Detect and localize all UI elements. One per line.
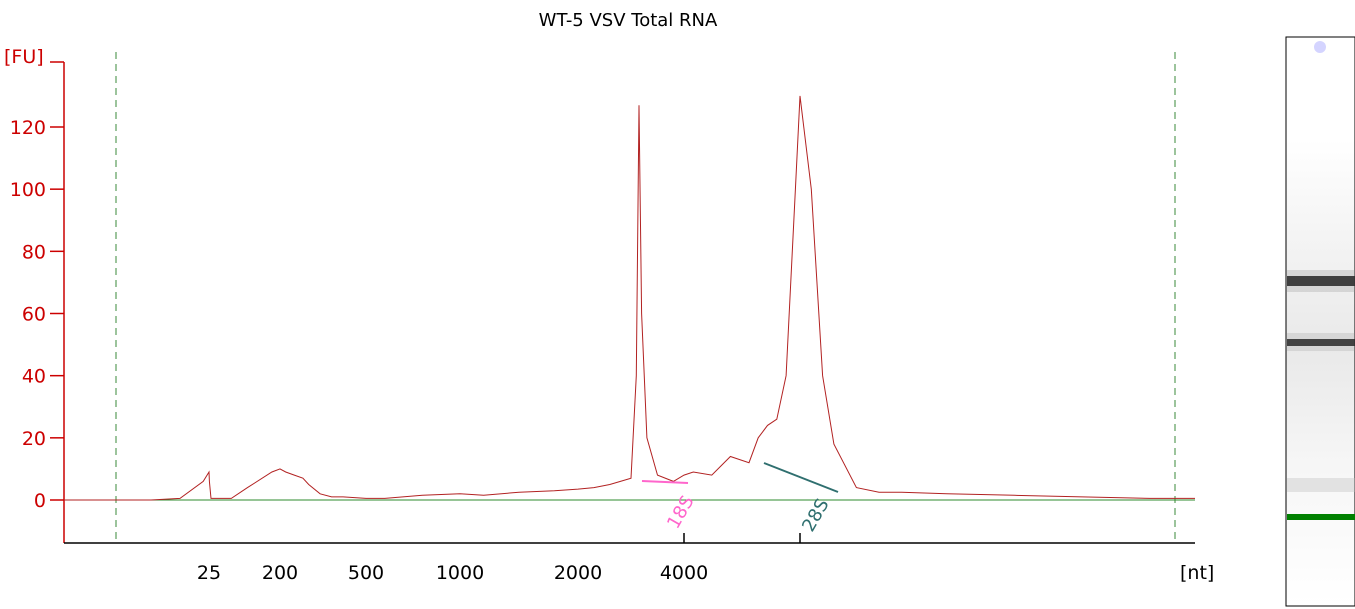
x-axis-label: [nt] [1180,562,1214,584]
gel-band-upper-halo [1287,270,1355,292]
peak-18s-label: 18S [663,492,698,532]
y-tick-label: 80 [22,241,46,263]
x-tick-label: 2000 [554,562,602,584]
y-tick-label: 100 [10,179,46,201]
y-tick-label: 60 [22,304,46,326]
y-tick-label: 20 [22,428,46,450]
y-axis-label: [FU] [4,46,44,68]
peak-28s-label: 28S [798,495,833,535]
gel-band-upper [1287,276,1355,286]
gel-lane [1285,36,1355,607]
peak-18s-baseline [641,480,689,484]
x-tick-label: 200 [262,562,298,584]
gel-band-lower [1287,478,1355,492]
series-line [64,95,1195,501]
y-tick-label: 0 [34,490,46,512]
y-tick-label: 120 [10,117,46,139]
gel-lane-frame [1285,36,1355,607]
y-axis-ticks: 0 20 40 60 80 100 120 [10,117,64,512]
gel-marker-band [1287,514,1355,520]
x-tick-label: 500 [348,562,384,584]
peak-28s-baseline [763,462,839,493]
chart-title: WT-5 VSV Total RNA [539,10,718,31]
gel-lane-well [1314,41,1326,53]
gel-band-middle-halo [1287,333,1355,351]
x-tick-label: 1000 [436,562,484,584]
x-axis-ticks: 25 200 500 1000 2000 4000 [197,533,801,584]
gel-band-middle [1287,339,1355,346]
x-tick-label: 25 [197,562,221,584]
y-tick-label: 40 [22,366,46,388]
x-tick-label: 4000 [660,562,708,584]
